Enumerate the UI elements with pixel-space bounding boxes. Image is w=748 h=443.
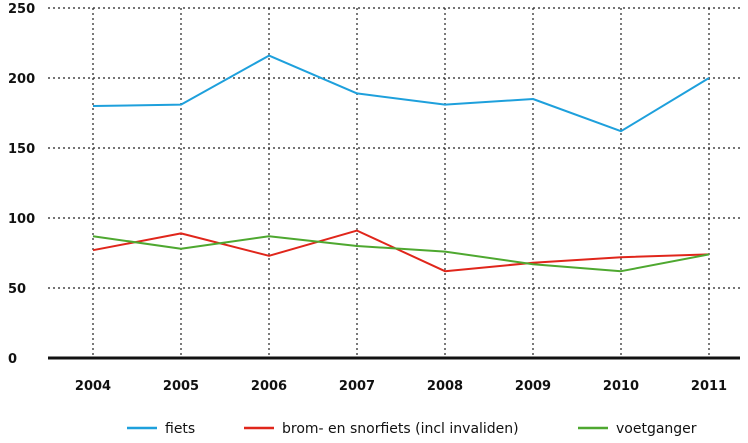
- x-tick-label: 2004: [75, 379, 111, 394]
- x-tick-label: 2009: [515, 379, 551, 394]
- legend-label: voetganger: [616, 421, 697, 437]
- x-tick-label: 2011: [691, 379, 727, 394]
- y-tick-label: 250: [8, 2, 35, 17]
- y-axis: 0 50 100 150 200 250: [8, 2, 35, 367]
- y-tick-label: 50: [8, 282, 26, 297]
- x-tick-label: 2007: [339, 379, 375, 394]
- x-tick-label: 2008: [427, 379, 463, 394]
- x-axis: 2004 2005 2006 2007 2008 2009 2010 2011: [48, 356, 740, 394]
- legend-label: brom- en snorfiets (incl invaliden): [282, 421, 519, 437]
- x-tick-label: 2010: [603, 379, 639, 394]
- legend: fiets brom- en snorfiets (incl invaliden)…: [127, 421, 697, 437]
- y-tick-label: 150: [8, 142, 35, 157]
- x-tick-label: 2006: [251, 379, 287, 394]
- y-tick-label: 200: [8, 72, 35, 87]
- series-line-brom-: [92, 229, 710, 273]
- series-line-voetganger: [92, 235, 710, 273]
- grid: [48, 7, 740, 358]
- series-line-fiets: [92, 54, 710, 133]
- series-lines: [92, 54, 710, 273]
- y-tick-label: 100: [8, 212, 35, 227]
- y-tick-label: 0: [8, 352, 17, 367]
- x-tick-label: 2005: [163, 379, 199, 394]
- legend-label: fiets: [165, 421, 195, 437]
